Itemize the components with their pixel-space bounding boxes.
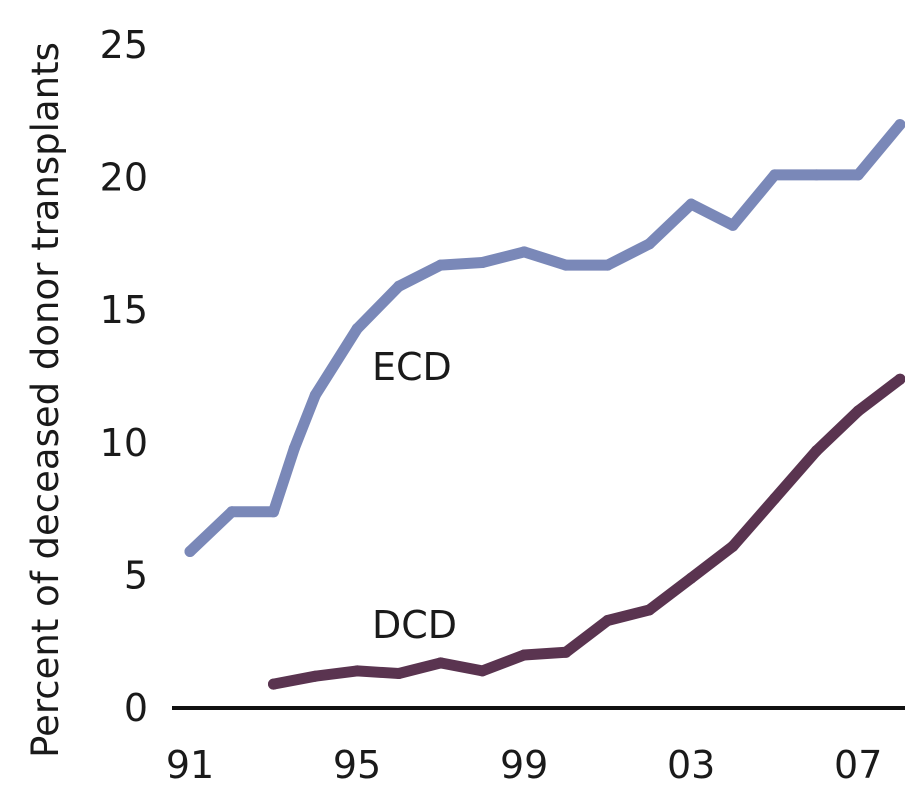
data-point-dcd xyxy=(602,615,614,626)
data-point-dcd xyxy=(268,678,279,690)
data-point-dcd xyxy=(351,665,363,677)
y-tick-labels: 0 5 10 15 20 25 xyxy=(100,23,148,730)
data-point-ecd xyxy=(435,259,447,271)
series-label-ecd: ECD xyxy=(372,345,452,389)
y-tick-label: 25 xyxy=(100,23,148,67)
series-line-dcd xyxy=(268,373,905,690)
data-point-ecd xyxy=(351,323,363,335)
y-tick-label: 20 xyxy=(100,156,148,200)
data-point-ecd xyxy=(602,259,614,271)
data-point-dcd xyxy=(727,540,739,552)
data-point-ecd xyxy=(852,169,864,181)
data-point-dcd xyxy=(309,670,321,682)
y-tick-label: 10 xyxy=(100,421,148,465)
data-point-ecd xyxy=(476,257,488,268)
x-tick-label: 07 xyxy=(834,743,882,786)
x-tick-label: 03 xyxy=(667,743,715,786)
data-point-ecd xyxy=(268,506,279,518)
data-point-dcd xyxy=(769,493,781,504)
x-tick-label: 99 xyxy=(500,743,548,786)
data-point-ecd xyxy=(811,169,822,181)
series-line-ecd xyxy=(184,119,905,557)
data-point-dcd xyxy=(811,445,822,457)
data-point-ecd xyxy=(393,280,405,292)
x-tick-labels: 91 95 99 03 07 xyxy=(166,743,883,786)
data-point-ecd xyxy=(309,389,321,401)
series-lines xyxy=(184,119,905,690)
data-point-dcd xyxy=(560,646,572,658)
data-point-dcd xyxy=(685,572,697,584)
y-tick-label: 5 xyxy=(124,553,148,597)
data-point-dcd xyxy=(476,665,488,677)
y-tick-label: 0 xyxy=(124,686,148,730)
data-point-ecd xyxy=(560,259,572,271)
data-point-ecd xyxy=(769,169,781,181)
data-point-ecd xyxy=(288,442,300,454)
data-point-dcd xyxy=(894,373,905,385)
data-point-ecd xyxy=(226,506,238,518)
data-point-dcd xyxy=(435,657,447,669)
data-point-ecd xyxy=(685,198,697,210)
data-point-dcd xyxy=(852,405,864,417)
data-point-dcd xyxy=(393,668,405,679)
y-axis-label: Percent of deceased donor transplants xyxy=(24,42,67,758)
y-tick-label: 15 xyxy=(100,288,148,332)
x-tick-label: 91 xyxy=(166,743,214,786)
data-point-dcd xyxy=(643,604,655,616)
data-point-ecd xyxy=(643,238,655,250)
data-point-dcd xyxy=(518,649,530,661)
x-tick-label: 95 xyxy=(333,743,381,786)
series-label-dcd: DCD xyxy=(372,603,457,647)
data-point-ecd xyxy=(518,246,530,258)
data-point-ecd xyxy=(894,119,905,131)
data-point-ecd xyxy=(184,546,196,557)
data-point-ecd xyxy=(727,219,739,231)
